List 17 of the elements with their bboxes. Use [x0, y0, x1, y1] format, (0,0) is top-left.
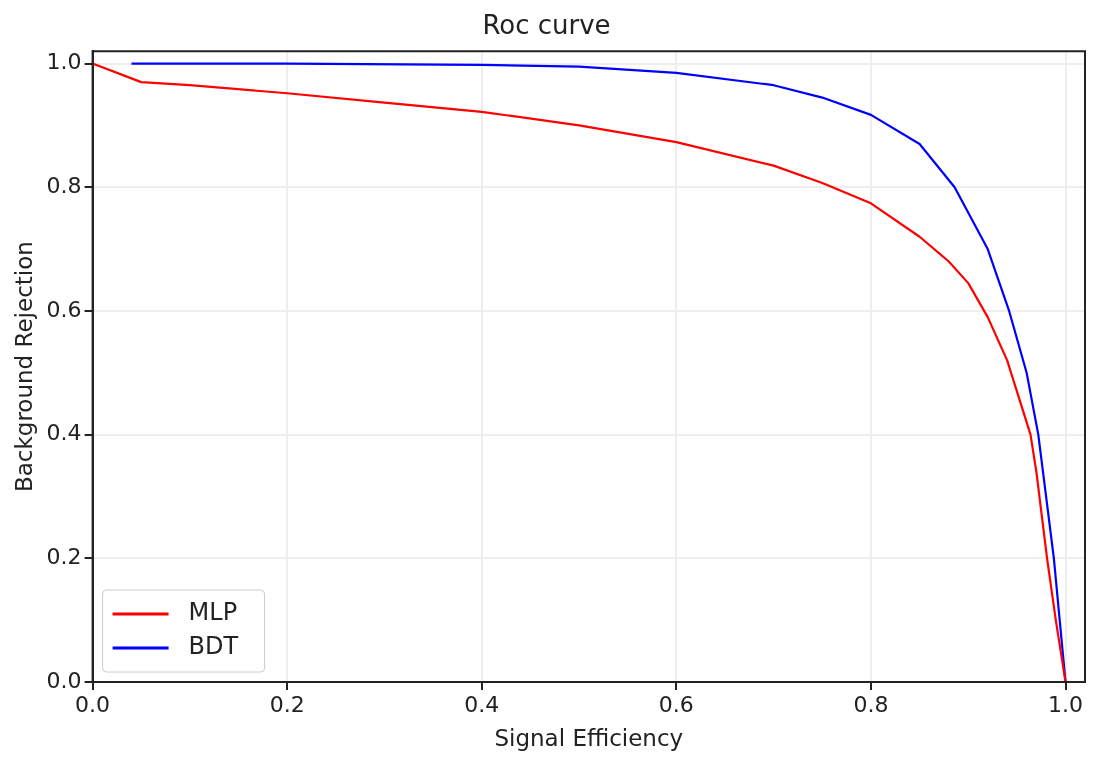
x-tick-label: 1.0	[1048, 691, 1084, 717]
y-tick-label: 0.4	[46, 420, 82, 446]
x-tick-label: 0.8	[853, 691, 889, 717]
y-tick-label: 0.0	[46, 667, 82, 693]
chart-title: Roc curve	[482, 10, 611, 41]
x-tick-label: 0.4	[464, 691, 500, 717]
legend-label: BDT	[188, 632, 239, 661]
y-tick-label: 1.0	[46, 49, 82, 75]
x-axis-title: Signal Efficiency	[494, 725, 684, 752]
x-tick-label: 0.0	[75, 691, 111, 717]
legend-label: MLP	[188, 598, 238, 627]
y-tick-label: 0.2	[46, 544, 82, 570]
y-tick-label: 0.6	[46, 296, 82, 322]
y-tick-label: 0.8	[46, 172, 82, 198]
y-axis-title: Background Rejection	[10, 241, 37, 493]
x-tick-label: 0.2	[269, 691, 305, 717]
x-tick-label: 0.6	[658, 691, 694, 717]
